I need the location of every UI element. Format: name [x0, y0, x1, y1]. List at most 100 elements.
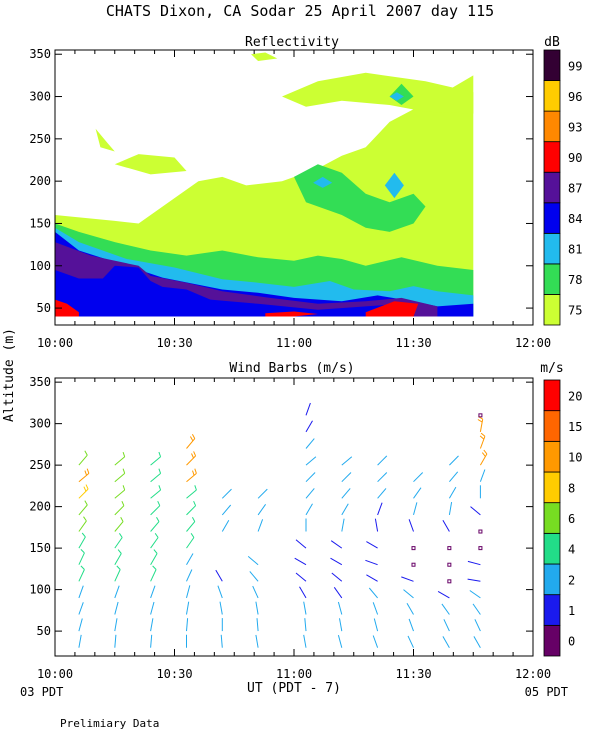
wind-barb	[186, 553, 194, 565]
reflectivity-colorbar-unit: dB	[544, 35, 560, 50]
wind-barb	[217, 585, 223, 599]
y-tick-label: 100	[29, 583, 51, 597]
wind-barb	[408, 519, 414, 532]
wind-barb	[365, 559, 378, 566]
wind-barb	[150, 634, 153, 648]
wind-barb	[150, 451, 162, 466]
wind-barb	[186, 516, 196, 532]
y-tick-label: 350	[29, 375, 51, 389]
colorbar-label: 6	[568, 512, 575, 526]
reflectivity-plot	[55, 52, 474, 317]
wind-barb	[337, 634, 343, 648]
wind-barb	[401, 576, 414, 582]
y-tick-label: 250	[29, 458, 51, 472]
wind-barb	[449, 455, 459, 466]
colorbar-label: 84	[568, 212, 582, 226]
x-tick-label: 10:00	[37, 336, 73, 350]
wind-barb	[114, 485, 126, 499]
y-tick-label: 150	[29, 216, 51, 230]
wind-barb	[78, 602, 84, 615]
x-tick-label: 10:30	[156, 336, 192, 350]
wind-barb	[186, 500, 197, 516]
wind-barb	[373, 618, 379, 632]
colorbar-swatch	[543, 624, 561, 657]
wind-barb	[372, 635, 379, 648]
wind-barb	[186, 533, 195, 549]
wind-barb	[78, 516, 87, 532]
wind-barb	[255, 634, 259, 648]
x-tick-label: 12:00	[515, 336, 551, 350]
x-tick-label: 11:30	[395, 336, 431, 350]
reflectivity-contour-75	[282, 72, 474, 114]
wind-barb	[305, 420, 313, 433]
wind-barb	[219, 601, 223, 615]
wind-barb	[337, 601, 343, 615]
wind-barb	[114, 565, 121, 582]
wind-barbs-title: Wind Barbs (m/s)	[229, 361, 354, 376]
colorbar-label: 99	[568, 59, 582, 73]
wind-barb	[186, 618, 189, 632]
y-axis-label: Altitude (m)	[2, 328, 17, 422]
wind-barb	[408, 618, 414, 632]
colorbar-swatch	[543, 110, 561, 143]
wind-barb	[377, 455, 388, 466]
wind-barb	[304, 618, 307, 632]
wind-barbs-plot	[78, 402, 488, 648]
wind-barb	[467, 560, 481, 566]
wind-barbs-colorbar-unit: m/s	[540, 361, 563, 376]
colorbar-swatch	[543, 440, 561, 473]
colorbar-swatch	[543, 263, 561, 295]
wind-barb	[442, 520, 450, 532]
colorbar-swatch	[543, 171, 561, 204]
wind-barb	[295, 572, 307, 582]
colorbar-swatch	[543, 532, 561, 565]
colorbar-swatch	[543, 594, 561, 626]
wind-barb	[256, 618, 259, 632]
colorbar-swatch	[543, 232, 561, 265]
wind-barb	[257, 519, 264, 532]
colorbar-swatch	[543, 563, 561, 596]
wind-barb	[186, 585, 191, 599]
wind-barb	[114, 549, 122, 565]
wind-barb	[479, 449, 488, 466]
wind-barb	[114, 516, 124, 532]
reflectivity-contour-81	[389, 92, 404, 101]
wind-barb	[437, 590, 450, 599]
wind-barb	[403, 589, 414, 599]
wind-barb	[114, 618, 118, 632]
wind-barb	[448, 486, 457, 499]
y-tick-label: 50	[37, 301, 51, 315]
wind-barb	[221, 504, 232, 516]
reflectivity-title: Reflectivity	[245, 35, 339, 50]
figure-title: CHATS Dixon, CA Sodar 25 April 2007 day …	[106, 2, 494, 20]
wind-barb	[186, 601, 190, 615]
wind-barb	[220, 634, 223, 648]
reflectivity-contour-75	[251, 52, 278, 61]
wind-barb	[377, 472, 388, 483]
wind-calm-marker	[447, 546, 452, 551]
wind-barb	[479, 432, 486, 449]
wind-barb	[114, 533, 123, 549]
reflectivity-contour-81	[313, 176, 333, 188]
colorbar-label: 8	[568, 481, 575, 495]
wind-barb	[448, 502, 453, 515]
x-tick-label: 11:30	[395, 667, 431, 681]
left-date-label: 03 PDT	[20, 685, 63, 699]
wind-barb	[186, 569, 193, 582]
wind-barb	[78, 468, 90, 483]
y-tick-label: 50	[37, 624, 51, 638]
wind-calm-marker	[478, 529, 483, 534]
x-tick-label: 10:00	[37, 667, 73, 681]
wind-barb	[331, 572, 343, 582]
x-tick-label: 11:00	[276, 667, 312, 681]
colorbar-label: 87	[568, 182, 582, 196]
wind-barb	[474, 619, 481, 632]
wind-barb	[114, 585, 120, 599]
wind-barb	[443, 619, 450, 632]
wind-barbs-y-ticks: 50 100 150 200 250 300 350	[29, 375, 533, 638]
wind-barbs-colorbar: 0 1 2 4 6 8 10 15 20	[543, 379, 582, 657]
colorbar-label: 81	[568, 243, 582, 257]
wind-barb	[374, 518, 379, 532]
reflectivity-contour-75	[95, 128, 115, 152]
